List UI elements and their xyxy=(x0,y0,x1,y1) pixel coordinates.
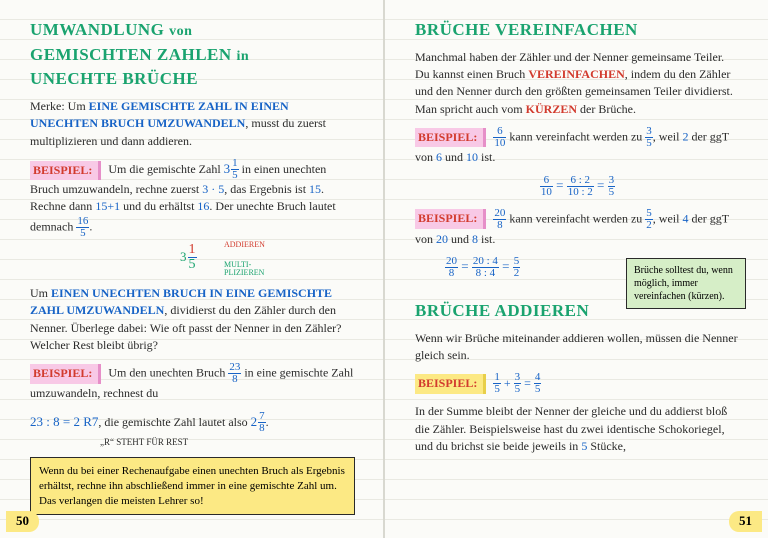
heading-part: von xyxy=(169,24,192,39)
text: Um die gemischte Zahl xyxy=(108,162,223,176)
left-example-1: BEISPIEL: Um die gemischte Zahl 315 in e… xyxy=(30,158,355,239)
text: , weil xyxy=(653,211,683,225)
annotation-add: ADDIEREN xyxy=(224,241,265,249)
text: ist. xyxy=(478,150,495,164)
example-tag: BEISPIEL: xyxy=(415,209,486,228)
text: In der Summe bleibt der Nenner der gleic… xyxy=(415,404,727,453)
fraction: 35 xyxy=(645,126,653,149)
page-left: UMWANDLUNG von GEMISCHTEN ZAHLEN in UNEC… xyxy=(0,0,384,538)
example-tag: BEISPIEL: xyxy=(30,161,101,180)
math: 23 : 8 = 2 R7 xyxy=(30,414,98,429)
math: 20 xyxy=(436,232,448,246)
math: 3 · 5 xyxy=(202,182,224,196)
text: und xyxy=(448,232,472,246)
fraction: 610 xyxy=(493,126,506,149)
term-highlight: KÜRZEN xyxy=(526,102,577,116)
text: und xyxy=(442,150,466,164)
example-tag: BEISPIEL: xyxy=(415,128,486,147)
text: , weil xyxy=(653,129,683,143)
math: 15+1 xyxy=(95,199,120,213)
text: Merke: Um xyxy=(30,99,89,113)
fraction: 208 xyxy=(493,208,506,231)
heading-part: UNECHTE BRÜCHE xyxy=(30,69,198,88)
right-example-1: BEISPIEL: 610 kann vereinfacht werden zu… xyxy=(415,126,740,166)
left-example-2: BEISPIEL: Um den unechten Bruch 238 in e… xyxy=(30,362,355,402)
fraction: 238 xyxy=(228,362,241,385)
text: ist. xyxy=(478,232,495,246)
remainder-note: „R“ STEHT FÜR REST xyxy=(100,436,355,449)
heading-part: UMWANDLUNG xyxy=(30,20,169,39)
text: , das Ergebnis ist xyxy=(224,182,309,196)
text: Um den unechten Bruch xyxy=(108,366,228,380)
calc-line-2: 208 = 20 : 48 : 4 = 52 xyxy=(445,256,610,279)
tip-box: Wenn du bei einer Rechenaufgabe einen un… xyxy=(30,457,355,516)
text: kann vereinfacht werden zu xyxy=(506,211,645,225)
text: , die gemischte Zahl lautet also xyxy=(98,415,250,429)
left-intro: Merke: Um EINE GEMISCHTE ZAHL IN EINEN U… xyxy=(30,98,355,150)
heading-part: GEMISCHTEN ZAHLEN xyxy=(30,45,236,64)
math: 10 xyxy=(466,150,478,164)
page-number: 51 xyxy=(729,511,762,532)
tip-box-green: Brüche solltest du, wenn möglich, immer … xyxy=(626,258,746,309)
mixed-number-large: 315 xyxy=(180,243,197,272)
math: 16 xyxy=(197,199,209,213)
right-p2: Wenn wir Brüche miteinander addieren wol… xyxy=(415,330,740,365)
right-example-2: BEISPIEL: 208 kann vereinfacht werden zu… xyxy=(415,208,740,248)
example-tag: BEISPIEL: xyxy=(30,364,101,383)
heading-part: in xyxy=(236,49,249,64)
annotation-mul: MULTI- PLIZIEREN xyxy=(224,261,264,277)
page-right: BRÜCHE VEREINFACHEN Manchmal haben der Z… xyxy=(384,0,768,538)
right-p3: In der Summe bleibt der Nenner der gleic… xyxy=(415,403,740,455)
text: Stücke, xyxy=(587,439,626,453)
text: der Brüche. xyxy=(577,102,636,116)
calc-line-1: 610 = 6 : 210 : 2 = 35 xyxy=(415,175,740,198)
example-tag: BEISPIEL: xyxy=(415,374,486,393)
mixed-number: 278 xyxy=(251,411,266,434)
mixed-number: 315 xyxy=(224,158,239,181)
right-heading-1: BRÜCHE VEREINFACHEN xyxy=(415,18,740,43)
text: und du erhältst xyxy=(120,199,197,213)
text: Um xyxy=(30,286,51,300)
math: 15 xyxy=(309,182,321,196)
term-highlight: VEREINFACHEN xyxy=(528,67,624,81)
right-example-3: BEISPIEL: 15 + 35 = 45 xyxy=(415,372,740,395)
left-mid: Um EINEN UNECHTEN BRUCH IN EINE GEMISCHT… xyxy=(30,285,355,355)
right-p1: Manchmal haben der Zähler und der Nenner… xyxy=(415,49,740,119)
fraction: 165 xyxy=(76,216,89,239)
fraction: 52 xyxy=(645,208,653,231)
left-heading: UMWANDLUNG von GEMISCHTEN ZAHLEN in UNEC… xyxy=(30,18,355,92)
left-calc: 23 : 8 = 2 R7, die gemischte Zahl lautet… xyxy=(30,411,355,434)
text: kann vereinfacht werden zu xyxy=(506,129,645,143)
page-number: 50 xyxy=(6,511,39,532)
mixed-diagram: 315 ADDIEREN MULTI- PLIZIEREN xyxy=(180,243,355,279)
